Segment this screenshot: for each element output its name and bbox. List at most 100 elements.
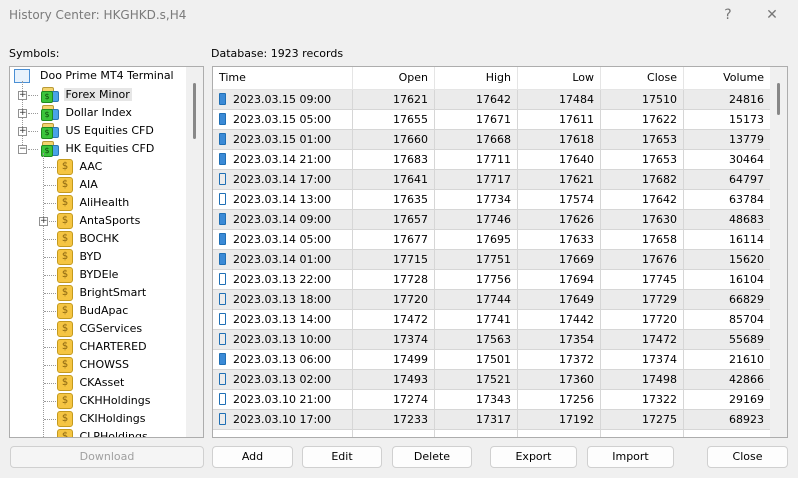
tree-symbol[interactable]: $ BudApac xyxy=(57,302,128,320)
cell-empty xyxy=(518,430,601,437)
table-row[interactable]: 2023.03.14 09:00 17657 17746 17626 17630 4868… xyxy=(213,210,771,230)
symbol-icon: $ xyxy=(57,357,73,373)
tree-symbol-label: CGServices xyxy=(79,322,143,335)
table-row[interactable]: 2023.03.15 01:00 17660 17668 17618 17653 1377… xyxy=(213,130,771,150)
cell-open: 17274 xyxy=(353,390,435,409)
time-value: 2023.03.14 05:00 xyxy=(233,233,332,246)
table-row[interactable]: 2023.03.13 18:00 17720 17744 17649 17729 6682… xyxy=(213,290,771,310)
table-row[interactable]: 2023.03.13 22:00 17728 17756 17694 17745 1610… xyxy=(213,270,771,290)
cell-open: 17720 xyxy=(353,290,435,309)
table-row[interactable]: 2023.03.15 09:00 17621 17642 17484 17510 2481… xyxy=(213,90,771,110)
bullish-candle-icon xyxy=(219,193,226,205)
table-row[interactable]: 2023.03.13 06:00 17499 17501 17372 17374 2161… xyxy=(213,350,771,370)
tree-symbol[interactable]: $ AntaSports xyxy=(57,212,140,230)
time-value: 2023.03.15 09:00 xyxy=(233,93,332,106)
cell-volume: 13779 xyxy=(684,130,771,149)
table-scroll-thumb[interactable] xyxy=(777,83,780,115)
symbol-icon: $ xyxy=(57,231,73,247)
download-button[interactable]: Download xyxy=(10,446,204,468)
tree-symbol[interactable]: $ AIA xyxy=(57,176,98,194)
collapse-icon[interactable]: − xyxy=(18,144,27,154)
cell-high: 17668 xyxy=(435,130,518,149)
cell-high: 17741 xyxy=(435,310,518,329)
tree-symbol[interactable]: $ CGServices xyxy=(57,320,142,338)
tree-group[interactable]: $ US Equities CFD xyxy=(40,122,156,140)
tree-group-label: US Equities CFD xyxy=(65,124,154,137)
export-button[interactable]: Export xyxy=(490,446,577,468)
bullish-candle-icon xyxy=(219,313,226,325)
expand-icon[interactable]: + xyxy=(18,126,27,136)
column-header-close[interactable]: Close xyxy=(601,67,684,89)
cell-open: 17655 xyxy=(353,110,435,129)
cell-empty xyxy=(601,430,684,437)
tree-symbol[interactable]: $ CHARTERED xyxy=(57,338,147,356)
tree-symbol-label: BudApac xyxy=(79,304,129,317)
tree-line xyxy=(44,185,58,186)
tree-symbol[interactable]: $ CKHHoldings xyxy=(57,392,150,410)
table-row[interactable]: 2023.03.15 05:00 17655 17671 17611 17622 1517… xyxy=(213,110,771,130)
table-row[interactable]: 2023.03.14 05:00 17677 17695 17633 17658 1611… xyxy=(213,230,771,250)
tree-symbol-label: AIA xyxy=(79,178,98,191)
table-row[interactable]: 2023.03.13 10:00 17374 17563 17354 17472 5568… xyxy=(213,330,771,350)
tree-symbol[interactable]: $ BrightSmart xyxy=(57,284,146,302)
tree-group[interactable]: $ HK Equities CFD xyxy=(40,140,156,158)
add-button[interactable]: Add xyxy=(212,446,293,468)
tree-symbol[interactable]: $ BYD xyxy=(57,248,102,266)
close-button[interactable]: Close xyxy=(707,446,788,468)
cell-high: 17501 xyxy=(435,350,518,369)
table-row[interactable]: 2023.03.14 17:00 17641 17717 17621 17682 6479… xyxy=(213,170,771,190)
cell-low: 17484 xyxy=(518,90,601,109)
column-header-volume[interactable]: Volume xyxy=(684,67,771,89)
cell-low: 17626 xyxy=(518,210,601,229)
edit-button[interactable]: Edit xyxy=(302,446,382,468)
expand-icon[interactable]: + xyxy=(39,216,48,226)
symbols-label: Symbols: xyxy=(9,47,60,60)
table-row[interactable]: 2023.03.13 02:00 17493 17521 17360 17498 4286… xyxy=(213,370,771,390)
table-row[interactable]: 2023.03.10 17:00 17233 17317 17192 17275 6892… xyxy=(213,410,771,430)
help-button[interactable]: ? xyxy=(724,7,732,23)
tree-symbol[interactable]: $ CKIHoldings xyxy=(57,410,145,428)
table-scrollbar[interactable] xyxy=(770,67,787,437)
tree-root[interactable]: Doo Prime MT4 Terminal xyxy=(14,67,174,85)
cell-close: 17275 xyxy=(601,410,684,429)
column-header-open[interactable]: Open xyxy=(353,67,435,89)
tree-group[interactable]: $ Forex Minor xyxy=(40,86,132,104)
table-row[interactable]: 2023.03.14 13:00 17635 17734 17574 17642 6378… xyxy=(213,190,771,210)
tree-symbol[interactable]: $ BOCHK xyxy=(57,230,119,248)
expand-icon[interactable]: + xyxy=(18,90,27,100)
cell-volume: 24816 xyxy=(684,90,771,109)
tree-symbol[interactable]: $ AAC xyxy=(57,158,102,176)
column-header-time[interactable]: Time xyxy=(213,67,353,89)
tree-symbol[interactable]: $ CHOWSS xyxy=(57,356,129,374)
tree-symbol-label: CHOWSS xyxy=(79,358,129,371)
symbols-tree[interactable]: Doo Prime MT4 Terminal $ Forex Minor + $ D… xyxy=(9,66,204,438)
cell-high: 17734 xyxy=(435,190,518,209)
table-row[interactable]: 2023.03.13 14:00 17472 17741 17442 17720 8570… xyxy=(213,310,771,330)
import-button[interactable]: Import xyxy=(587,446,674,468)
cell-close: 17322 xyxy=(601,390,684,409)
close-window-button[interactable]: ✕ xyxy=(766,7,778,23)
cell-volume: 15620 xyxy=(684,250,771,269)
table-row[interactable]: 2023.03.10 21:00 17274 17343 17256 17322 2916… xyxy=(213,390,771,410)
cell-time: 2023.03.10 17:00 xyxy=(213,410,353,429)
cell-time: 2023.03.14 01:00 xyxy=(213,250,353,269)
delete-button[interactable]: Delete xyxy=(392,446,472,468)
tree-scroll-thumb[interactable] xyxy=(193,83,196,139)
cell-low: 17360 xyxy=(518,370,601,389)
cell-volume: 42866 xyxy=(684,370,771,389)
table-row[interactable]: 2023.03.14 21:00 17683 17711 17640 17653 3046… xyxy=(213,150,771,170)
tree-symbol[interactable]: $ AliHealth xyxy=(57,194,129,212)
table-row[interactable]: 2023.03.14 01:00 17715 17751 17669 17676 1562… xyxy=(213,250,771,270)
tree-line xyxy=(28,113,38,114)
tree-line xyxy=(28,149,38,150)
expand-icon[interactable]: + xyxy=(18,108,27,118)
tree-symbol[interactable]: $ CLPHoldings xyxy=(57,428,148,437)
tree-line xyxy=(44,437,58,438)
tree-group[interactable]: $ Dollar Index xyxy=(40,104,134,122)
column-header-high[interactable]: High xyxy=(435,67,518,89)
tree-scrollbar[interactable] xyxy=(186,67,203,437)
column-header-low[interactable]: Low xyxy=(518,67,601,89)
tree-group-label: HK Equities CFD xyxy=(65,142,155,155)
tree-symbol[interactable]: $ BYDEle xyxy=(57,266,118,284)
tree-symbol[interactable]: $ CKAsset xyxy=(57,374,124,392)
